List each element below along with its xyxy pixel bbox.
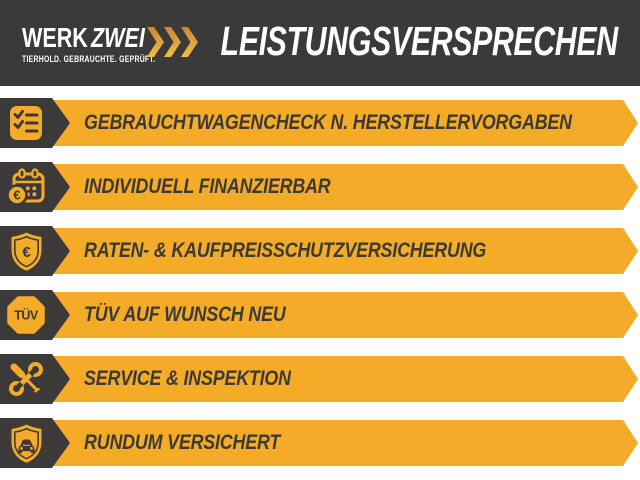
brand-tagline: TIERHOLD. GEBRAUCHTE. GEPRÜFT. (22, 54, 156, 65)
brand-name-part1: WERK (22, 22, 88, 53)
promise-row-gebrauchtwagencheck: GEBRAUCHTWAGENCHECK N. HERSTELLERVORGABE… (0, 98, 640, 148)
crossed-tools-icon (9, 362, 43, 396)
promise-label: RUNDUM VERSICHERT (84, 431, 281, 454)
promise-banner: SERVICE & INSPEKTION (52, 356, 638, 402)
euro-symbol: € (22, 244, 31, 261)
promise-row-tuev: TÜV AUF WUNSCH NEU TÜV (0, 290, 640, 340)
promise-row-schutzversicherung: RATEN- & KAUFPREISSCHUTZVERSICHERUNG € (0, 226, 640, 276)
euro-symbol: € (13, 188, 20, 203)
promise-row-versichert: RUNDUM VERSICHERT (0, 418, 640, 468)
tuv-label: TÜV (14, 308, 39, 323)
brand-name-part2: ZWEI (90, 22, 145, 53)
shield-euro-icon: € (11, 232, 41, 271)
promise-banner: TÜV AUF WUNSCH NEU (52, 292, 638, 338)
brand-name: WERK ZWEI (22, 24, 165, 52)
brand-logo: WERK ZWEI TIERHOLD. GEBRAUCHTE. GEPRÜFT. (22, 24, 207, 66)
promise-label: RATEN- & KAUFPREISSCHUTZVERSICHERUNG (84, 239, 487, 262)
promise-label: INDIVIDUELL FINANZIERBAR (84, 175, 331, 198)
promise-label: GEBRAUCHTWAGENCHECK N. HERSTELLERVORGABE… (84, 111, 572, 134)
tuv-octagon-icon: TÜV (7, 296, 45, 334)
promise-label: TÜV AUF WUNSCH NEU (84, 303, 286, 326)
checklist-icon (10, 106, 42, 140)
promise-banner: INDIVIDUELL FINANZIERBAR (52, 164, 638, 210)
promise-banner: RUNDUM VERSICHERT (52, 420, 638, 466)
car-glyph (18, 439, 34, 453)
header: WERK ZWEI TIERHOLD. GEBRAUCHTE. GEPRÜFT. … (0, 0, 640, 86)
promise-banner: GEBRAUCHTWAGENCHECK N. HERSTELLERVORGABE… (52, 100, 638, 146)
car-shield-icon (11, 424, 41, 463)
calendar-euro-icon: € (6, 168, 45, 206)
promise-banner: RATEN- & KAUFPREISSCHUTZVERSICHERUNG (52, 228, 638, 274)
triple-chevron-right-icon (147, 27, 198, 57)
promise-label: SERVICE & INSPEKTION (84, 367, 291, 390)
promise-row-finanzierung: INDIVIDUELL FINANZIERBAR € (0, 162, 640, 212)
promise-row-service: SERVICE & INSPEKTION (0, 354, 640, 404)
page-title: LEISTUNGSVERSPRECHEN (220, 18, 619, 64)
